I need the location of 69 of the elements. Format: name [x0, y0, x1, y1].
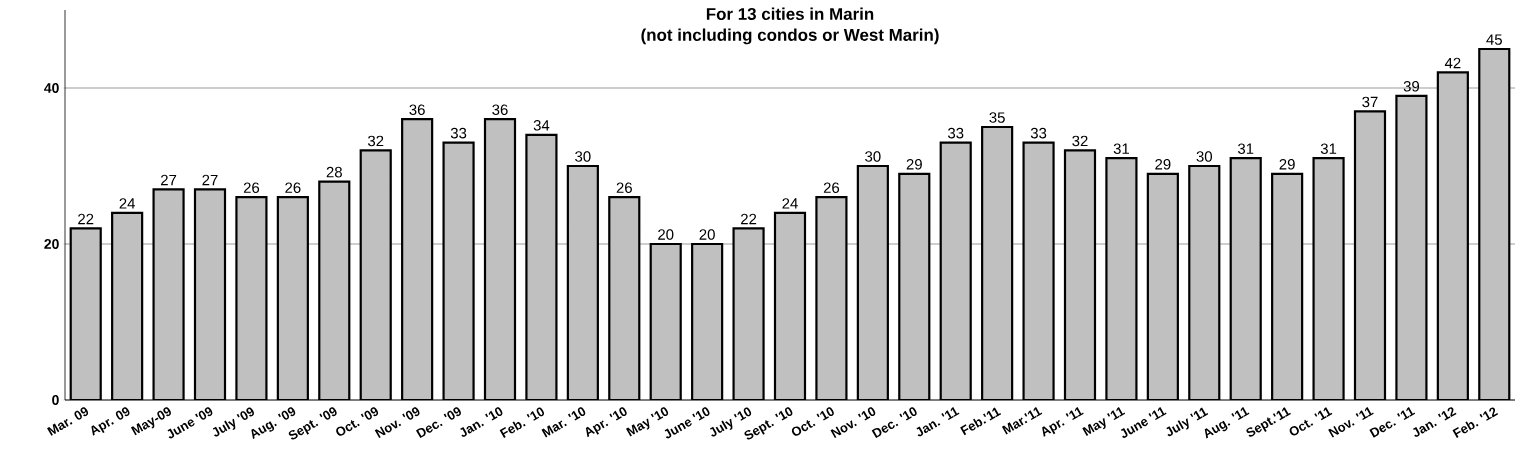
data-label: 31: [1113, 143, 1129, 155]
bar: [566, 164, 599, 400]
bar: [1478, 47, 1511, 400]
data-label: 27: [202, 174, 218, 186]
data-label: 39: [1403, 81, 1420, 92]
data-label: 24: [119, 198, 136, 209]
text: (not including condos or West Marin): [641, 28, 939, 45]
data-label: 26: [285, 182, 301, 194]
bar: [69, 227, 102, 400]
data-label: 32: [367, 135, 384, 147]
data-label: 24: [782, 198, 798, 209]
bar: [898, 172, 931, 400]
bar: [401, 118, 434, 400]
data-label: 22: [741, 213, 757, 225]
data-label: 33: [947, 127, 964, 139]
bar: [649, 242, 682, 400]
data-label: 26: [243, 182, 260, 194]
data-label: 42: [1444, 57, 1461, 69]
bar: [1229, 157, 1262, 400]
data-label: 31: [1320, 143, 1337, 155]
data-label: 22: [78, 213, 94, 225]
bar: [608, 196, 641, 400]
x-tick-label: Mar. 09: [47, 407, 89, 436]
bar: [1188, 164, 1221, 400]
data-label: 37: [1362, 96, 1378, 108]
bar: [856, 164, 889, 400]
data-label: 26: [823, 182, 840, 194]
data-label: 30: [865, 151, 881, 162]
bar: [1353, 110, 1387, 400]
data-label: 30: [1196, 151, 1212, 162]
data-label: 29: [906, 159, 922, 170]
data-label: 33: [450, 127, 467, 139]
bar: [691, 242, 724, 400]
bar: [939, 141, 972, 400]
bar: [773, 211, 807, 400]
bar: [483, 118, 517, 400]
x-tick-label: Apr. '10: [585, 407, 627, 438]
data-label: 26: [616, 182, 632, 194]
chart-title: For 13 cities in Marin: [706, 7, 874, 20]
data-label: 20: [699, 229, 715, 240]
bar: [359, 149, 392, 400]
bar: [1146, 172, 1179, 400]
data-label: 31: [1237, 143, 1254, 155]
data-label: 30: [575, 151, 591, 162]
y-tick-label: 20: [44, 239, 59, 249]
data-label: 28: [326, 166, 342, 178]
x-tick-label: Jan. '11: [916, 407, 960, 437]
bar: [1436, 71, 1469, 400]
data-label: 45: [1486, 34, 1502, 45]
data-label: 36: [409, 104, 425, 116]
data-label: 36: [492, 104, 508, 116]
bar: [1271, 172, 1304, 400]
bar: [318, 180, 351, 400]
data-label: 33: [1030, 127, 1047, 139]
y-tick-label: 40: [44, 83, 59, 93]
data-label: 35: [989, 112, 1005, 123]
bar: [193, 188, 227, 400]
bar: [1063, 149, 1097, 400]
bar: [981, 125, 1014, 400]
y-tick-label: 0: [52, 395, 59, 405]
x-tick-label: Apr. 09: [91, 407, 130, 436]
data-label: 27: [161, 174, 177, 186]
data-label: 29: [1155, 159, 1171, 170]
data-label: 32: [1072, 135, 1088, 147]
bar: [276, 196, 309, 400]
data-label: 20: [658, 229, 674, 240]
data-label: 34: [533, 120, 550, 131]
data-label: 29: [1279, 159, 1295, 170]
bar: [111, 211, 144, 400]
